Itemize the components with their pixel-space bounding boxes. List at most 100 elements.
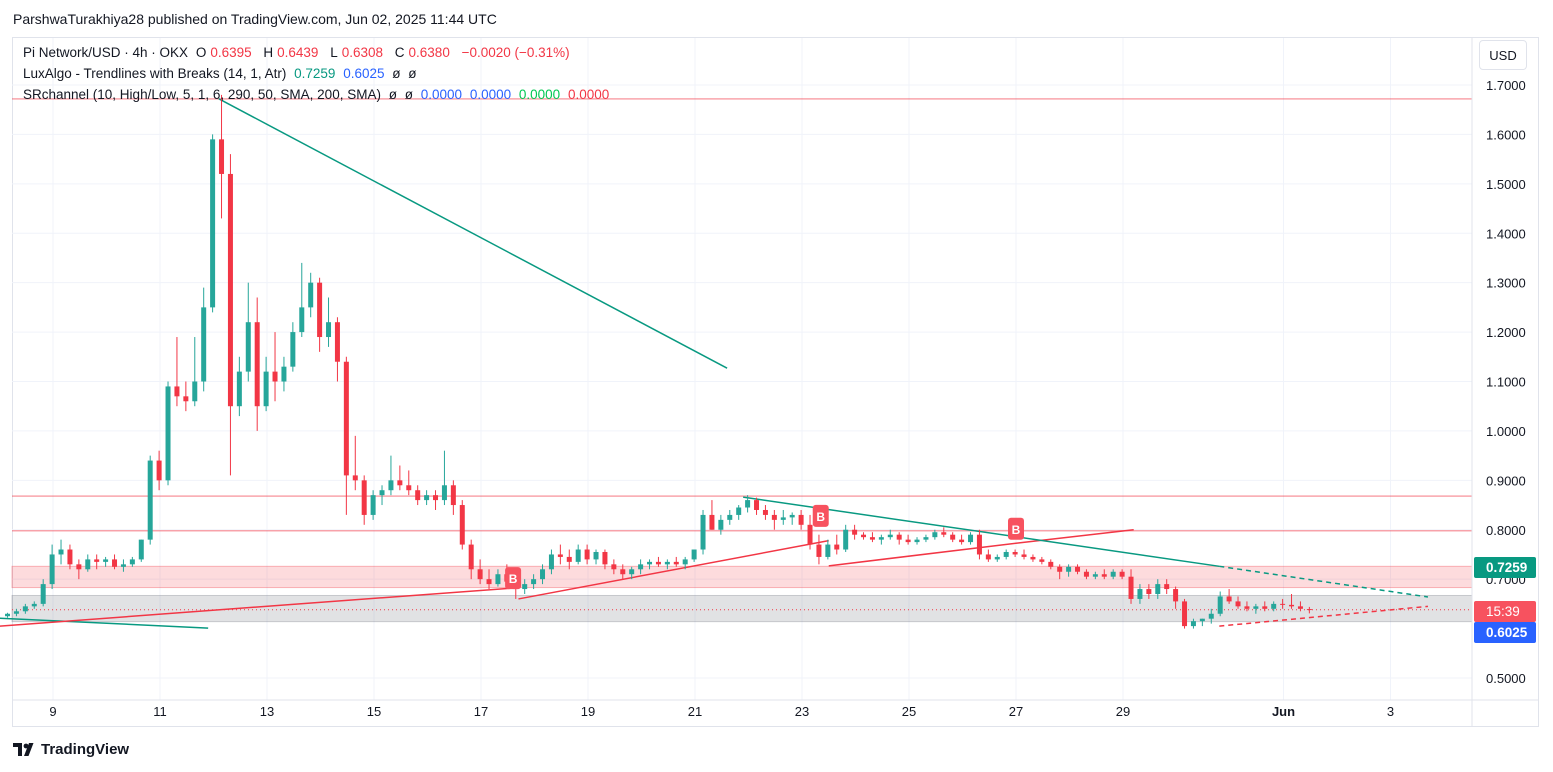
tradingview-logo-icon	[13, 743, 34, 756]
change-value: −0.0020 (−0.31%)	[461, 45, 570, 60]
candle-body	[1119, 571, 1125, 577]
candle-body	[1137, 589, 1143, 599]
candle	[1146, 584, 1152, 599]
candle-body	[156, 460, 162, 481]
candle	[629, 566, 635, 580]
legend-srchannel-row[interactable]: SRchannel (10, High/Low, 5, 1, 6, 290, 5…	[23, 87, 610, 102]
candle-body	[1173, 589, 1179, 602]
grid	[12, 38, 1472, 700]
candle-body	[236, 371, 242, 407]
x-tick-label: 19	[581, 704, 595, 719]
candle-body	[682, 559, 688, 565]
x-tick-label: 15	[367, 704, 381, 719]
candle-body	[272, 371, 278, 382]
candle-body	[843, 529, 849, 550]
candle	[112, 554, 118, 570]
candle	[49, 544, 55, 590]
y-tick-label: 1.2000	[1486, 325, 1526, 340]
legend-luxalgo-row[interactable]: LuxAlgo - Trendlines with Breaks (14, 1,…	[23, 66, 417, 81]
candle	[183, 381, 189, 412]
x-tick-label: 25	[902, 704, 916, 719]
x-tick-label: 17	[474, 704, 488, 719]
candle-body	[959, 539, 965, 543]
candle	[896, 532, 902, 545]
candle	[1066, 564, 1072, 577]
candle-body	[1280, 603, 1286, 605]
candle-body	[22, 606, 28, 612]
candle	[522, 579, 528, 594]
lower-trend-price-label: 0.6025	[1474, 622, 1536, 643]
candle-body	[557, 554, 563, 557]
candle	[1182, 598, 1188, 629]
trendline	[518, 539, 829, 600]
candle	[1280, 598, 1286, 609]
candle-body	[745, 500, 751, 508]
candle-body	[370, 495, 376, 515]
candle	[1217, 591, 1223, 617]
legend-symbol-row[interactable]: Pi Network/USD · 4h · OKX O 0.6395 H 0.643…	[23, 45, 570, 60]
candle-body	[1235, 601, 1241, 607]
candle	[1048, 559, 1054, 570]
candle	[655, 556, 661, 567]
candle-body	[1083, 571, 1089, 577]
candle-body	[361, 480, 367, 515]
currency-button[interactable]: USD	[1479, 40, 1527, 70]
candle	[869, 532, 875, 543]
candle	[1101, 569, 1107, 580]
candle	[1208, 608, 1214, 624]
candle-body	[736, 507, 742, 515]
candle	[352, 435, 358, 491]
candle-body	[468, 544, 474, 570]
open-value: 0.6395	[210, 45, 252, 60]
candle	[210, 134, 216, 313]
candle-body	[147, 460, 153, 540]
countdown-label: 15:39	[1474, 601, 1536, 622]
y-tick-label: 1.0000	[1486, 424, 1526, 439]
trendline	[218, 98, 728, 369]
candle-body	[94, 559, 100, 562]
y-tick-label: 0.5000	[1486, 671, 1526, 686]
trendline	[0, 617, 209, 629]
candle-body	[112, 559, 118, 567]
candle-body	[165, 386, 171, 481]
candle	[379, 485, 385, 506]
candle-body	[673, 561, 679, 565]
candle-body	[1030, 556, 1036, 560]
candle	[1226, 589, 1232, 604]
candle	[959, 534, 965, 545]
candle-body	[968, 534, 974, 543]
candle	[861, 532, 867, 540]
candle-body	[1190, 621, 1196, 627]
candles	[5, 94, 1312, 629]
candle-body	[1092, 574, 1098, 577]
trendline	[1219, 565, 1429, 598]
upper-trend-price-label: 0.7259	[1474, 557, 1536, 578]
candle	[281, 356, 287, 392]
candle-body	[655, 561, 661, 565]
candle-body	[254, 322, 260, 407]
candle	[1297, 601, 1303, 612]
candle-body	[771, 514, 777, 520]
candle-body	[727, 514, 733, 520]
tradingview-logo[interactable]: TradingView	[13, 741, 129, 758]
candle	[165, 381, 171, 486]
candle-body	[1110, 571, 1116, 577]
candle-body	[816, 544, 822, 557]
candle	[468, 539, 474, 580]
candle	[1289, 593, 1295, 609]
candle	[415, 485, 421, 506]
candle-body	[424, 495, 430, 501]
candle-body	[415, 490, 421, 501]
candle-body	[1066, 566, 1072, 572]
candle	[441, 450, 447, 506]
candle	[575, 544, 581, 565]
candle	[1092, 571, 1098, 580]
candle	[58, 539, 64, 565]
break-marker-bg	[812, 504, 829, 527]
break-marker: B	[812, 504, 829, 527]
low-value: 0.6308	[341, 45, 384, 60]
candle	[620, 564, 626, 580]
candle	[923, 534, 929, 543]
candle	[459, 500, 465, 550]
